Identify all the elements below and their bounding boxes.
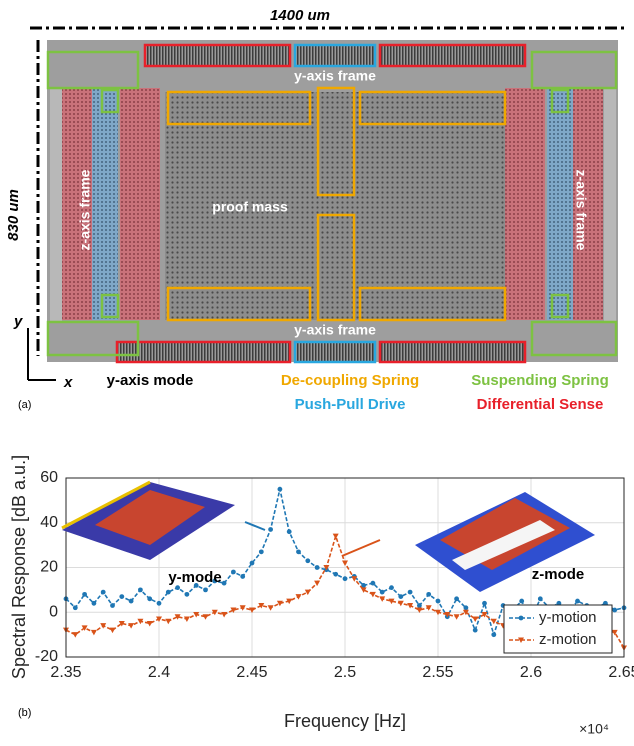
x-tick-label: 2.45 [236, 664, 267, 681]
marker [250, 561, 255, 566]
marker [333, 572, 338, 577]
y-tick-label: 60 [40, 469, 58, 486]
frame-label: z-axis frame [573, 170, 589, 251]
mode-label: y-axis mode [107, 372, 194, 389]
annotation: y-mode [168, 569, 221, 586]
x-tick-label: 2.55 [422, 664, 453, 681]
drive-band [547, 88, 573, 320]
marker [119, 594, 124, 599]
marker [408, 590, 413, 595]
panel-a: 1400 um 830 um y-axis frame y-axis frame… [5, 7, 628, 413]
marker [315, 565, 320, 570]
marker [278, 487, 283, 492]
marker [240, 574, 245, 579]
marker [380, 590, 385, 595]
frame-label: z-axis frame [77, 169, 93, 250]
legend-push-pull: Push-Pull Drive [295, 396, 406, 413]
marker [305, 558, 310, 563]
marker [73, 605, 78, 610]
axis-y-label: y [13, 313, 23, 330]
width-label: 1400 um [270, 7, 330, 24]
panel-b: (b) Frequency [Hz] Spectral Response [dB… [9, 455, 634, 737]
frame-label: y-axis frame [294, 322, 376, 338]
figure: 1400 um 830 um y-axis frame y-axis frame… [0, 0, 634, 741]
marker [519, 616, 524, 621]
page: 1400 um 830 um y-axis frame y-axis frame… [0, 0, 634, 746]
sense-comb [145, 45, 290, 66]
legend-suspending: Suspending Spring [471, 372, 609, 389]
legend-label: y-motion [539, 609, 597, 626]
marker [157, 601, 162, 606]
y-tick-label: 0 [49, 603, 58, 620]
marker [231, 570, 236, 575]
marker [426, 592, 431, 597]
y-tick-label: 40 [40, 514, 58, 531]
sense-comb [117, 342, 290, 362]
frame [50, 88, 62, 322]
marker [473, 628, 478, 633]
y-axis-title: Spectral Response [dB a.u.] [9, 455, 29, 679]
marker [343, 576, 348, 581]
marker [92, 601, 97, 606]
marker [436, 599, 441, 604]
marker [371, 581, 376, 586]
marker [110, 603, 115, 608]
legend-differential: Differential Sense [477, 396, 604, 413]
marker [519, 599, 524, 604]
x-exponent: ×10⁴ [579, 721, 609, 737]
marker [185, 592, 190, 597]
marker [287, 529, 292, 534]
sense-band [120, 88, 160, 320]
panel-label: (b) [18, 707, 31, 719]
frame-label: y-axis frame [294, 68, 376, 84]
marker [147, 596, 152, 601]
legend-decoupling: De-coupling Spring [281, 372, 419, 389]
panel-label: (a) [18, 399, 31, 411]
x-tick-label: 2.5 [334, 664, 356, 681]
marker [454, 596, 459, 601]
drive-comb [295, 342, 375, 362]
annotation: z-mode [532, 566, 585, 583]
x-tick-label: 2.35 [50, 664, 81, 681]
sense-comb [380, 45, 525, 66]
marker [417, 603, 422, 608]
marker [101, 590, 106, 595]
frame [604, 88, 616, 322]
drive-comb [295, 45, 375, 66]
marker [538, 596, 543, 601]
sense-band [505, 88, 545, 320]
legend-label: z-motion [539, 631, 597, 648]
marker [138, 587, 143, 592]
marker [464, 605, 469, 610]
x-tick-label: 2.4 [148, 664, 170, 681]
marker [389, 585, 394, 590]
marker [482, 601, 487, 606]
x-tick-label: 2.6 [520, 664, 542, 681]
proof-mass-label: proof mass [212, 199, 288, 215]
y-tick-label: 20 [40, 559, 58, 576]
y-tick-label: -20 [35, 648, 58, 665]
marker [166, 590, 171, 595]
marker [398, 594, 403, 599]
x-tick-label: 2.65 [608, 664, 634, 681]
marker [575, 599, 580, 604]
marker [296, 549, 301, 554]
marker [612, 608, 617, 613]
drive-band [92, 88, 118, 320]
marker [203, 587, 208, 592]
height-label: 830 um [5, 189, 22, 241]
marker [259, 549, 264, 554]
marker [222, 581, 227, 586]
marker [129, 599, 134, 604]
marker [268, 527, 273, 532]
axis-x-label: x [63, 374, 73, 391]
marker [491, 632, 496, 637]
sense-comb [380, 342, 525, 362]
x-axis-title: Frequency [Hz] [284, 711, 406, 731]
marker [82, 592, 87, 597]
